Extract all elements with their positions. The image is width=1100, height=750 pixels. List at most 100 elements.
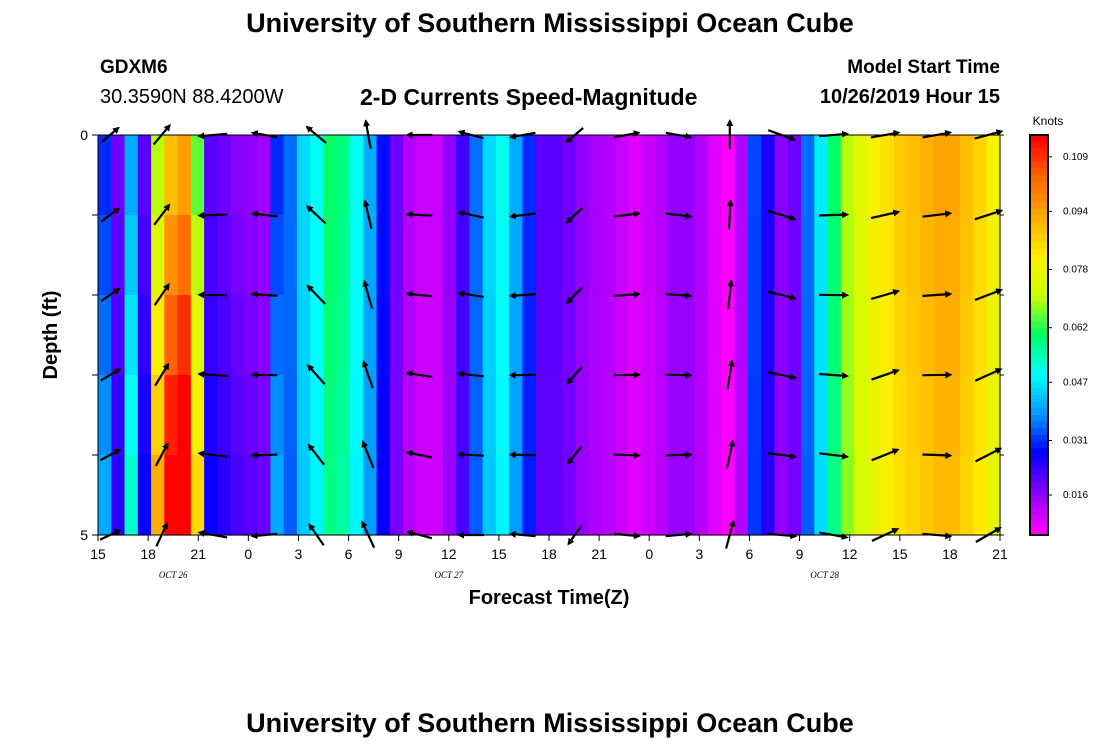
heatmap-cell — [893, 215, 908, 296]
heatmap-cell — [721, 455, 736, 536]
current-arrow — [405, 370, 433, 378]
heatmap-cell — [801, 375, 815, 456]
y-tick-label: 0 — [80, 127, 88, 143]
heatmap-cell — [522, 375, 537, 456]
x-tick-label: 3 — [695, 546, 703, 562]
heatmap-cell — [655, 135, 669, 216]
heatmap-cell — [363, 295, 378, 376]
current-arrow — [727, 279, 735, 310]
heatmap-cell — [787, 215, 802, 296]
x-axis-label: Forecast Time(Z) — [469, 587, 630, 609]
heatmap-cell — [442, 135, 457, 216]
heatmap-cell — [164, 215, 179, 296]
heatmap-cell — [907, 215, 922, 296]
heatmap-cell — [283, 375, 298, 456]
heatmap-cell — [973, 295, 988, 376]
heatmap-cell — [283, 455, 298, 536]
x-tick-label: 15 — [892, 546, 908, 562]
heatmap-cell — [708, 455, 723, 536]
colorbar-swatch — [1030, 501, 1048, 509]
colorbar-swatch — [1030, 508, 1048, 516]
current-arrow — [566, 445, 583, 466]
heatmap-cell — [376, 135, 391, 216]
heatmap-cell — [98, 215, 112, 296]
heatmap-cell — [429, 215, 444, 296]
colorbar-swatch — [1030, 241, 1048, 249]
current-arrow — [362, 359, 374, 389]
page-title: University of Southern Mississippi Ocean… — [246, 8, 854, 38]
heatmap-cell — [973, 135, 988, 216]
heatmap-cell — [668, 295, 683, 376]
heatmap-cell — [774, 215, 789, 296]
heatmap-cell — [854, 215, 868, 296]
current-arrow — [614, 290, 641, 298]
current-arrow — [725, 439, 736, 469]
heatmap-cell — [907, 375, 922, 456]
current-arrow — [767, 209, 797, 221]
current-arrow — [871, 368, 900, 381]
heatmap-cell — [310, 215, 325, 296]
heatmap-cell — [694, 215, 709, 296]
heatmap-cell — [376, 215, 391, 296]
heatmap-cell — [535, 215, 550, 296]
current-arrow — [405, 211, 433, 219]
heatmap-cell — [946, 135, 961, 216]
date-label: OCT 28 — [810, 570, 839, 580]
heatmap-cell — [522, 135, 537, 216]
heatmap-cell — [416, 135, 431, 216]
current-arrow — [665, 292, 693, 300]
heatmap-cell — [217, 135, 232, 216]
colorbar-swatch — [1030, 155, 1048, 163]
heatmap-cell — [893, 375, 908, 456]
current-arrow — [153, 203, 171, 226]
colorbar-swatch — [1030, 248, 1048, 256]
heatmap-cell — [164, 135, 179, 216]
heatmap-cell — [482, 215, 497, 296]
current-arrow — [362, 199, 373, 229]
current-arrow — [307, 364, 326, 386]
heatmap-cell — [694, 375, 709, 456]
x-tick-label: 18 — [140, 546, 156, 562]
colorbar-swatch — [1030, 335, 1048, 343]
heatmap-cell — [336, 295, 351, 376]
heatmap-cell — [747, 295, 762, 376]
heatmap-cell — [960, 375, 975, 456]
heatmap-cell — [336, 215, 351, 296]
heatmap-cell — [602, 135, 616, 216]
heatmap-cell — [124, 375, 139, 456]
heatmap-cell — [933, 215, 948, 296]
heatmap-cell — [310, 135, 325, 216]
current-arrow — [457, 370, 485, 378]
heatmap-cell — [257, 375, 272, 456]
heatmap-cell — [389, 215, 404, 296]
current-arrow — [306, 205, 327, 225]
heatmap-cell — [588, 135, 603, 216]
heatmap-cell — [761, 295, 776, 376]
heatmap-cell — [363, 375, 378, 456]
heatmap-cell — [655, 295, 669, 376]
current-arrow — [871, 448, 900, 462]
colorbar-swatch — [1030, 135, 1048, 143]
heatmap-cell — [867, 455, 882, 536]
heatmap-cell — [495, 295, 510, 376]
heatmap-cell — [522, 215, 537, 296]
heatmap-cell — [774, 295, 789, 376]
colorbar-swatch — [1030, 261, 1048, 269]
heatmap-cell — [230, 295, 245, 376]
heatmap-cell — [98, 455, 112, 536]
heatmap-cell — [336, 135, 351, 216]
heatmap-cell — [694, 135, 709, 216]
heatmap-cell — [403, 135, 417, 216]
heatmap-cell — [641, 375, 656, 456]
heatmap-cell — [747, 455, 762, 536]
heatmap-cell — [190, 455, 205, 536]
current-arrow — [767, 290, 797, 301]
heatmap-cell — [814, 295, 829, 376]
colorbar-swatch — [1030, 175, 1048, 183]
heatmap-cell — [98, 295, 112, 376]
heatmap-cell — [681, 295, 696, 376]
heatmap-cell — [628, 295, 643, 376]
heatmap-cell — [151, 375, 165, 456]
heatmap-cell — [177, 375, 192, 456]
colorbar-swatch — [1030, 315, 1048, 323]
